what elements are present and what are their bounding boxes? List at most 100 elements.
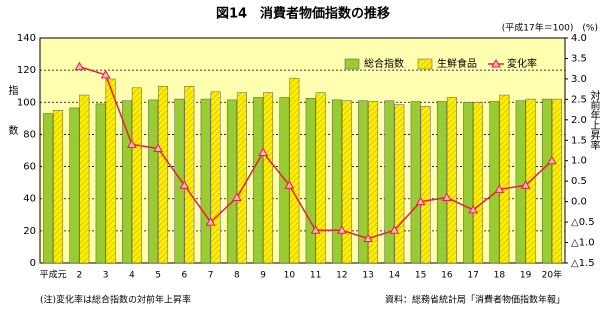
bar [463, 102, 474, 264]
x-tick-label: 平成元 [40, 269, 67, 281]
marker [100, 69, 111, 79]
y2-tick-label: △1.0 [571, 238, 595, 249]
bar [289, 77, 300, 264]
bar [200, 98, 211, 264]
bar [499, 94, 510, 264]
marker [74, 61, 85, 71]
x-tick-label: 18 [494, 271, 506, 281]
y2-tick-label: 1.0 [571, 156, 587, 167]
bar [148, 99, 159, 264]
marker [442, 192, 452, 202]
marker [310, 225, 321, 234]
y-tick-label: 140 [17, 33, 36, 44]
bar [551, 98, 562, 264]
legend-swatch [417, 58, 433, 70]
marker [258, 147, 268, 157]
bar [341, 100, 352, 264]
bar [384, 100, 395, 264]
marker [494, 184, 505, 193]
marker [127, 139, 137, 148]
bar [131, 87, 142, 264]
marker [520, 180, 531, 189]
y2-tick-label: 2.0 [571, 115, 587, 126]
marker [547, 155, 557, 165]
bar [105, 78, 116, 264]
y2-tick-label: 3.0 [571, 74, 587, 85]
bar [158, 85, 169, 264]
x-tick-label: 2 [77, 271, 83, 281]
legend-swatch [344, 58, 360, 70]
bar [253, 97, 264, 264]
bar [210, 91, 221, 264]
legend-marker [491, 58, 501, 68]
bar [184, 85, 195, 264]
bar [541, 98, 552, 264]
legend-label: 生鮮食品 [437, 57, 477, 70]
y-tick-label: 80 [23, 129, 36, 140]
y2-tick-label: 0.0 [571, 197, 587, 208]
marker [337, 225, 347, 234]
y2-tick-label: 3.5 [571, 53, 587, 64]
y-tick-label: 20 [23, 226, 36, 237]
bar [95, 103, 106, 264]
x-tick-label: 19 [520, 271, 532, 281]
legend-label: 総合指数 [364, 57, 404, 70]
y-tick-label: 40 [23, 194, 36, 205]
y2-tick-label: 1.5 [571, 135, 587, 146]
bar [410, 101, 421, 264]
bar [436, 101, 447, 264]
bar [43, 113, 54, 264]
bar [515, 100, 526, 264]
bar [473, 102, 484, 264]
plot-area [39, 37, 566, 264]
bar [331, 99, 342, 264]
marker [205, 217, 216, 226]
bar [420, 106, 431, 264]
y2-tick-label: △1.5 [571, 258, 595, 269]
y2-tick-label: △0.5 [571, 217, 595, 228]
x-tick-label: 7 [208, 271, 214, 281]
y-tick-label: 100 [17, 97, 36, 108]
bar [69, 107, 80, 264]
bar [174, 98, 185, 264]
note: (注)変化率は総合指数の対前年上昇率 [40, 294, 191, 306]
y-axis-label: 指数 [6, 84, 18, 165]
marker [363, 233, 373, 242]
x-tick-label: 12 [336, 271, 347, 281]
marker [153, 143, 163, 152]
y-tick-label: 120 [17, 65, 36, 76]
y2-axis-label: 対前年上昇率 [588, 89, 600, 151]
x-tick-label: 3 [103, 271, 109, 281]
marker [389, 225, 400, 234]
y2-tick-label: 2.5 [571, 94, 587, 105]
x-tick-label: 17 [467, 271, 478, 281]
x-tick-label: 10 [284, 271, 296, 281]
x-tick-label: 8 [234, 271, 240, 281]
x-tick-label: 9 [260, 271, 266, 281]
bar [53, 110, 64, 264]
marker [232, 192, 242, 202]
y2-tick-label: 4.0 [571, 33, 587, 44]
legend-label: 変化率 [507, 57, 537, 70]
x-tick-label: 16 [441, 271, 453, 281]
bar [263, 92, 274, 264]
x-tick-label: 13 [362, 271, 373, 281]
marker [284, 180, 295, 189]
marker [415, 196, 426, 206]
bar [236, 92, 247, 264]
bar [358, 100, 369, 264]
y-tick-label: 0 [30, 258, 36, 269]
marker [179, 180, 190, 189]
x-tick-label: 4 [129, 271, 135, 281]
bar [305, 98, 316, 264]
x-tick-label: 11 [310, 271, 321, 281]
chart-subtitle: (平成17年＝100) (%) [502, 22, 598, 34]
y2-tick-label: 0.5 [571, 176, 587, 187]
bar [489, 101, 500, 264]
source: 資料：総務省統計局「消費者物価指数年報」 [385, 294, 565, 306]
x-tick-label: 5 [155, 271, 161, 281]
x-tick-label: 6 [182, 271, 188, 281]
x-tick-label: 15 [415, 271, 426, 281]
bar [446, 97, 457, 264]
x-tick-label: 20年 [542, 269, 562, 281]
